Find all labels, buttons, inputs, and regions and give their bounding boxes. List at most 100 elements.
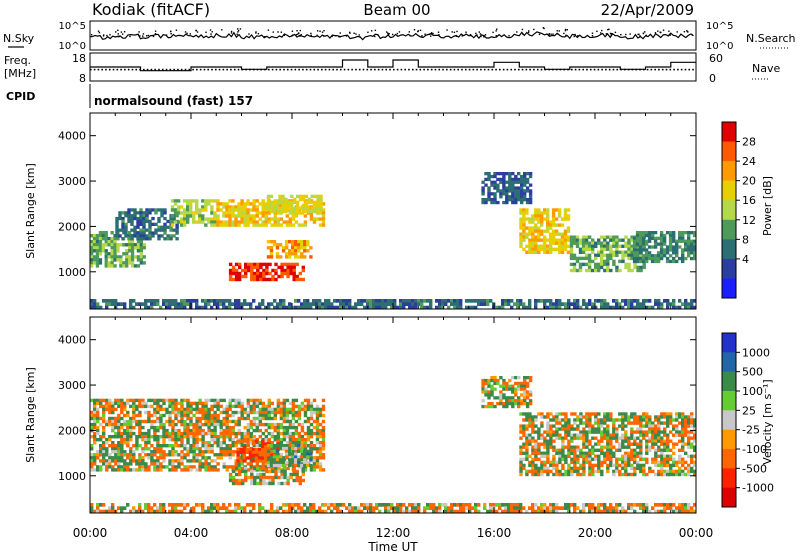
heatmap-cell xyxy=(546,211,550,215)
heatmap-cell xyxy=(546,217,550,221)
heatmap-cell xyxy=(630,466,634,471)
heatmap-cell xyxy=(272,203,276,208)
heatmap-cell xyxy=(123,413,127,418)
heatmap-cell xyxy=(630,442,634,446)
heatmap-cell xyxy=(291,413,296,418)
noise-dot xyxy=(413,29,416,31)
heatmap-cell xyxy=(157,216,161,221)
heatmap-cell xyxy=(120,422,124,427)
heatmap-cell xyxy=(253,262,257,267)
heatmap-cell xyxy=(566,214,571,218)
heatmap-cell xyxy=(135,422,139,427)
heatmap-cell xyxy=(126,435,130,439)
heatmap-cell xyxy=(569,235,574,239)
heatmap-cell xyxy=(291,249,295,253)
heatmap-cell xyxy=(267,431,271,436)
heatmap-cell xyxy=(624,302,628,306)
heatmap-cell xyxy=(372,299,376,303)
heatmap-cell xyxy=(96,425,100,430)
heatmap-cell xyxy=(195,459,199,463)
heatmap-cell xyxy=(666,424,670,428)
heatmap-cell xyxy=(240,410,244,415)
heatmap-cell xyxy=(243,435,247,439)
beam-title: Beam 00 xyxy=(363,1,430,19)
heatmap-cell xyxy=(236,453,240,457)
heatmap-cell xyxy=(145,237,149,241)
heatmap-cell xyxy=(588,415,592,419)
heatmap-cell xyxy=(546,433,550,437)
heatmap-cell xyxy=(546,299,550,303)
heatmap-cell xyxy=(284,452,289,456)
heatmap-cell xyxy=(123,407,127,412)
heatmap-cell xyxy=(117,398,121,403)
heatmap-cell xyxy=(273,305,277,310)
heatmap-cell xyxy=(293,206,297,211)
heatmap-cell xyxy=(390,305,394,310)
heatmap-cell xyxy=(615,268,619,273)
freq-dot xyxy=(112,68,115,71)
heatmap-cell xyxy=(499,376,503,380)
heatmap-cell xyxy=(303,458,307,462)
heatmap-cell xyxy=(159,462,163,466)
heatmap-cell xyxy=(153,410,157,415)
noise-dot xyxy=(528,30,530,32)
heatmap-cell xyxy=(270,431,274,436)
heatmap-cell xyxy=(110,261,114,265)
heatmap-cell xyxy=(298,277,302,282)
heatmap-cell xyxy=(266,458,271,462)
heatmap-cell xyxy=(572,238,577,242)
heatmap-cell xyxy=(150,425,154,430)
heatmap-cell xyxy=(117,444,121,448)
heatmap-cell xyxy=(487,402,491,406)
heatmap-cell xyxy=(201,413,205,418)
heatmap-cell xyxy=(499,384,503,388)
heatmap-cell xyxy=(269,458,274,462)
heatmap-cell xyxy=(139,216,143,221)
heatmap-cell xyxy=(277,265,281,270)
heatmap-cell xyxy=(243,410,247,415)
heatmap-cell xyxy=(502,174,506,179)
heatmap-cell xyxy=(487,390,491,394)
heatmap-cell xyxy=(672,236,676,240)
heatmap-cell xyxy=(216,214,220,218)
noise-dot xyxy=(237,31,239,33)
heatmap-cell xyxy=(315,435,320,439)
noise-dot xyxy=(388,33,390,35)
heatmap-cell xyxy=(222,214,226,218)
heatmap-cell xyxy=(148,222,152,226)
heatmap-cell xyxy=(572,235,577,239)
heatmap-cell xyxy=(564,433,568,437)
heatmap-cell xyxy=(183,407,187,412)
heatmap-cell xyxy=(243,302,247,306)
heatmap-cell xyxy=(210,447,214,451)
heatmap-cell xyxy=(213,431,217,436)
heatmap-cell xyxy=(525,250,529,254)
heatmap-cell xyxy=(546,466,550,471)
heatmap-cell xyxy=(315,465,320,469)
heatmap-cell xyxy=(300,453,305,457)
heatmap-cell xyxy=(306,249,310,253)
heatmap-cell xyxy=(105,302,109,306)
heatmap-cell xyxy=(201,416,205,421)
heatmap-cell xyxy=(426,305,430,310)
heatmap-cell xyxy=(618,305,622,310)
heatmap-cell xyxy=(294,404,299,409)
heatmap-cell xyxy=(570,412,574,416)
heatmap-cell xyxy=(659,256,664,261)
heatmap-cell xyxy=(222,422,226,427)
heatmap-cell xyxy=(549,244,553,248)
heatmap-cell xyxy=(687,430,691,434)
heatmap-cell xyxy=(638,259,643,264)
noise-dot xyxy=(676,31,678,33)
heatmap-cell xyxy=(411,302,415,306)
heatmap-cell xyxy=(653,254,658,258)
heatmap-cell xyxy=(639,268,643,273)
heatmap-cell xyxy=(675,430,679,434)
heatmap-cell xyxy=(672,442,676,446)
heatmap-cell xyxy=(564,302,568,306)
heatmap-cell xyxy=(635,236,640,240)
heatmap-cell xyxy=(645,448,649,452)
heatmap-cell xyxy=(150,435,154,439)
heatmap-cell xyxy=(600,439,604,443)
noise-dot xyxy=(596,30,598,33)
